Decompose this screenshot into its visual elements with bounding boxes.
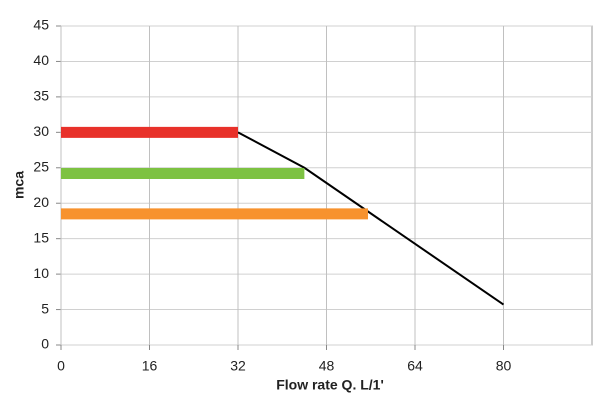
y-tick-label: 25 — [33, 158, 49, 174]
x-tick-label: 32 — [230, 358, 246, 374]
y-tick-label: 35 — [33, 88, 49, 104]
x-tick-label: 0 — [57, 358, 65, 374]
y-axis-title: mca — [11, 171, 27, 199]
y-tick-label: 0 — [41, 336, 49, 352]
y-tick-label: 30 — [33, 123, 49, 139]
series-line — [237, 131, 505, 306]
y-tick-label: 20 — [33, 194, 49, 210]
y-tick-label: 15 — [33, 229, 49, 245]
x-tick-label: 80 — [496, 358, 512, 374]
x-tick-label: 48 — [319, 358, 335, 374]
y-tick-label: 45 — [33, 17, 49, 33]
x-tick-label: 16 — [142, 358, 158, 374]
x-tick-label: 64 — [407, 358, 423, 374]
y-tick-label: 40 — [33, 52, 49, 68]
y-tick-label: 10 — [33, 265, 49, 281]
x-axis-title: Flow rate Q. L/1' — [276, 377, 384, 393]
y-tick-label: 5 — [41, 300, 49, 316]
